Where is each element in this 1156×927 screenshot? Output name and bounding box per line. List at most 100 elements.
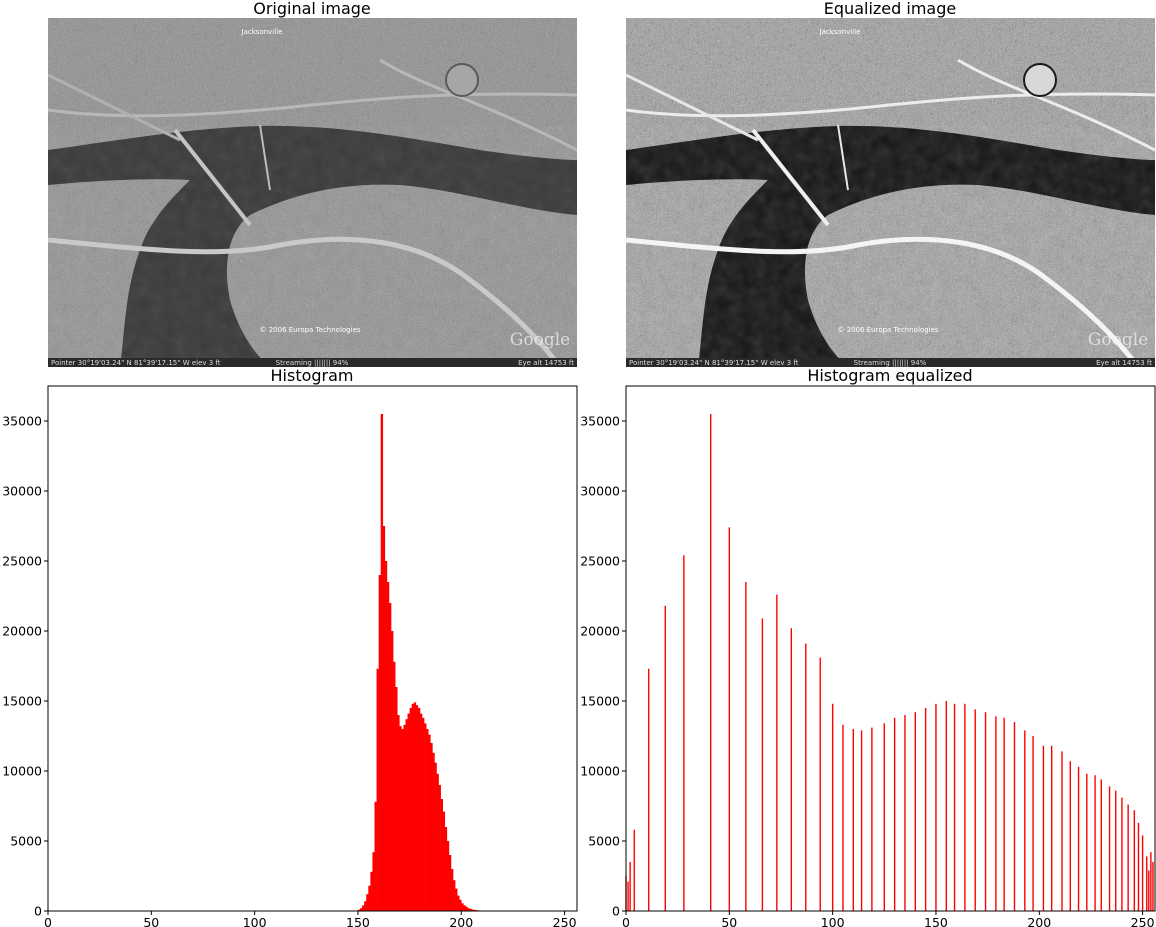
histogram-bar <box>1013 722 1016 911</box>
histogram-bar <box>469 908 472 911</box>
histogram-bar <box>450 869 454 911</box>
histogram-bar <box>436 773 439 911</box>
y-tick-label: 35000 <box>2 414 42 429</box>
histogram-bar <box>633 829 635 911</box>
x-tick-label: 100 <box>821 915 845 927</box>
histogram-bar <box>444 827 448 911</box>
equalized-status-eye: Eye alt 14753 ft <box>1096 359 1152 367</box>
histogram-equalized-axes: 0 50 100 150 200 250 0 5000 10000 15000 20000 25000… <box>580 385 1156 927</box>
histogram-bar <box>368 885 371 911</box>
y-tick-label: 20000 <box>2 624 42 639</box>
histogram-bar <box>428 734 431 911</box>
histogram-bar <box>372 852 375 911</box>
histogram-bar <box>407 713 410 911</box>
x-tick-label: 0 <box>44 915 52 927</box>
histogram-bar <box>442 811 446 911</box>
histogram-bar <box>1061 751 1063 911</box>
histogram-bar <box>1077 766 1080 911</box>
equalized-status-pointer: Pointer 30°19'03.24" N 81°39'17.15" W el… <box>629 359 799 367</box>
original-copyright: © 2006 Europa Technologies <box>259 326 360 334</box>
histogram-bar <box>455 888 458 911</box>
histogram-bar <box>1094 775 1096 911</box>
histogram-bar <box>984 712 987 911</box>
axes-frame <box>625 385 1156 912</box>
histogram-bar <box>964 703 966 911</box>
y-tick-label: 15000 <box>580 694 620 709</box>
original-brand-watermark: Google <box>510 330 570 350</box>
histogram-bar <box>1042 745 1045 911</box>
histogram-bar <box>422 717 425 911</box>
histogram-bar <box>664 605 666 911</box>
histogram-bar <box>831 703 834 911</box>
x-tick-label: 150 <box>924 915 948 927</box>
histogram-bar <box>399 726 402 911</box>
equalized-copyright: © 2006 Europa Technologies <box>837 326 938 334</box>
histogram-bar <box>1146 856 1148 911</box>
histogram-bar <box>805 643 807 911</box>
y-tick-label: 25000 <box>580 554 620 569</box>
histogram-bar <box>376 668 379 911</box>
histogram-bar <box>360 908 363 911</box>
histogram-bar <box>448 855 452 911</box>
histogram-bar <box>629 862 631 911</box>
histogram-bar <box>401 729 404 911</box>
x-tick-label: 250 <box>553 915 577 927</box>
y-tick-label: 25000 <box>2 554 42 569</box>
histogram-bar <box>378 575 381 911</box>
histogram-bar <box>710 414 712 911</box>
histogram-axes: 0 50 100 150 200 250 0 5000 10000 15000 20000 25000… <box>2 385 578 927</box>
equalized-status-streaming: Streaming ||||||| 94% <box>854 359 927 367</box>
histogram-bar <box>627 881 629 911</box>
histogram-bar <box>461 903 464 911</box>
y-tick-label: 5000 <box>10 834 42 849</box>
histogram-bar <box>432 752 435 911</box>
histogram-bar <box>1127 804 1129 911</box>
histogram-bar <box>413 702 417 911</box>
y-tick-label: 30000 <box>580 484 620 499</box>
histogram-equalized-chart: Histogram equalized 0 50 100 150 200 250 0 5000… <box>580 366 1156 927</box>
x-tick-label: 250 <box>1131 915 1155 927</box>
histogram-bar <box>382 526 386 911</box>
histogram-bar <box>453 880 456 911</box>
equalized-city-label: Jacksonville <box>819 28 861 36</box>
x-tick-label: 200 <box>1027 915 1051 927</box>
original-image: Jacksonville © 2006 Europa Technologies … <box>48 18 577 367</box>
histogram-bar <box>395 687 398 911</box>
y-tick-label: 35000 <box>580 414 620 429</box>
histogram-bar <box>935 703 937 911</box>
histogram-bar <box>366 894 369 911</box>
histogram-bar <box>1141 835 1144 911</box>
histogram-bar <box>1152 862 1154 911</box>
x-tick-label: 50 <box>143 915 159 927</box>
histogram-bar <box>426 729 429 911</box>
histogram-bar <box>409 708 412 911</box>
histogram-bar <box>883 723 885 911</box>
y-tick-label: 0 <box>612 904 620 919</box>
equalized-brand-watermark: Google <box>1088 330 1148 350</box>
histogram-bar <box>1133 810 1136 911</box>
histogram-bar <box>380 414 384 911</box>
histogram-bar <box>411 703 415 911</box>
histogram-bar <box>364 901 367 911</box>
histogram-bar <box>842 724 844 911</box>
x-tick-label: 100 <box>243 915 267 927</box>
histogram-bar <box>362 905 365 911</box>
histogram-equalized-title: Histogram equalized <box>807 366 972 385</box>
histogram-bar <box>430 743 433 911</box>
histogram-bar <box>974 709 976 911</box>
original-status-streaming: Streaming ||||||| 94% <box>276 359 349 367</box>
histogram-bar <box>776 594 778 911</box>
histogram-bar <box>459 899 462 911</box>
histogram-bar <box>397 715 400 911</box>
histogram-bar <box>440 799 443 911</box>
histogram-bar <box>728 527 731 911</box>
histogram-chart: Histogram 0 50 100 150 200 250 0 5000 10000 15000… <box>2 366 578 927</box>
y-tick-label: 0 <box>34 904 42 919</box>
histogram-bar <box>465 906 468 911</box>
y-tick-label: 20000 <box>580 624 620 639</box>
histogram-bar <box>1032 736 1034 911</box>
histogram-bar <box>393 661 396 911</box>
histogram-bar <box>424 723 427 911</box>
histogram-bar <box>473 909 477 911</box>
